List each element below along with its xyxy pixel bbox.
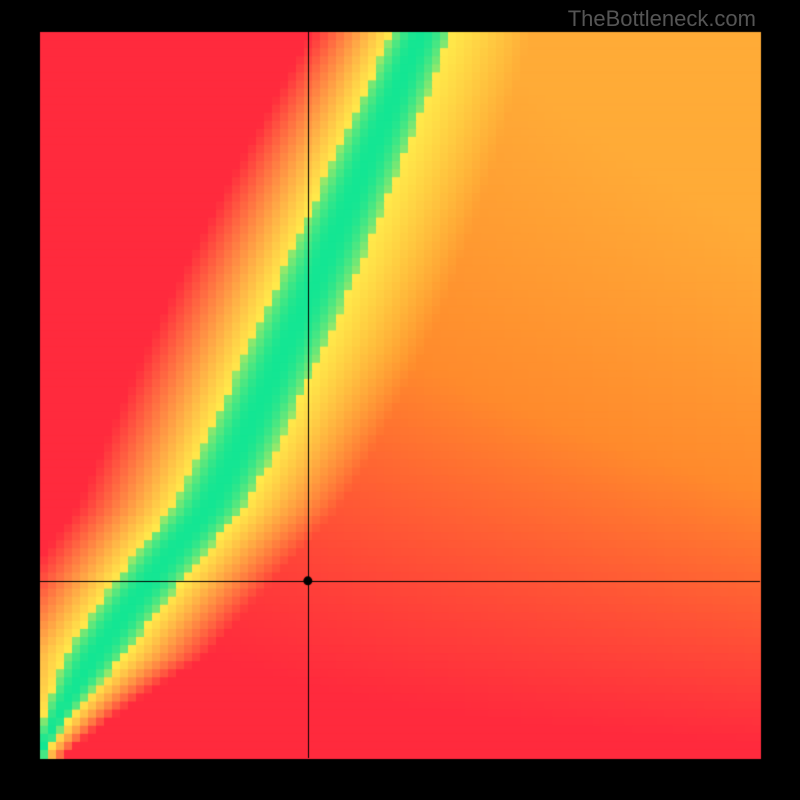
chart-container: TheBottleneck.com <box>0 0 800 800</box>
watermark-text: TheBottleneck.com <box>568 6 756 32</box>
bottleneck-heatmap <box>0 0 800 800</box>
